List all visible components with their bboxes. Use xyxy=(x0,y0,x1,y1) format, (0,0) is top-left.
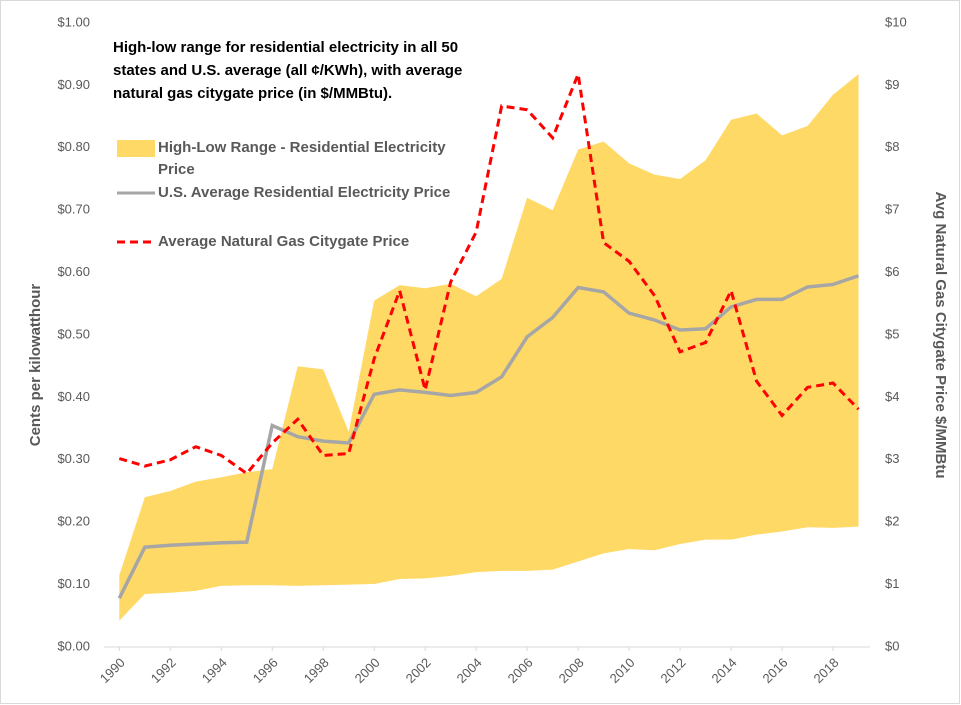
y2-tick-label: $3 xyxy=(885,451,899,466)
legend-label: High-Low Range - Residential Electricity… xyxy=(158,139,446,178)
x-tick-label: 2002 xyxy=(403,655,434,686)
y2-axis-title: Avg Natural Gas Citygate Price $/MMBtu xyxy=(932,191,949,478)
legend-swatch xyxy=(117,140,155,157)
y2-tick-label: $2 xyxy=(885,514,899,529)
x-tick-label: 2014 xyxy=(709,655,740,686)
legend-label: Average Natural Gas Citygate Price xyxy=(158,233,410,250)
y-tick-label: $0.70 xyxy=(57,202,90,217)
y-tick-label: $0.40 xyxy=(57,389,90,404)
x-tick-label: 2016 xyxy=(760,655,791,686)
line-series xyxy=(118,68,860,476)
legend-label: U.S. Average Residential Electricity Pri… xyxy=(158,184,451,201)
chart-title: High-low range for residential electrici… xyxy=(113,39,463,102)
y2-tick-label: $5 xyxy=(885,326,899,341)
y-tick-label: $1.00 xyxy=(57,14,90,29)
y-tick-label: $0.10 xyxy=(57,576,90,591)
y2-tick-label: $6 xyxy=(885,264,899,279)
y-tick-label: $0.60 xyxy=(57,264,90,279)
range-area xyxy=(119,74,859,621)
y-tick-label: $0.00 xyxy=(57,638,90,653)
x-tick-label: 1994 xyxy=(199,655,230,686)
y-tick-label: $0.30 xyxy=(57,451,90,466)
x-tick-label: 2000 xyxy=(352,655,383,686)
y2-tick-label: $4 xyxy=(885,389,899,404)
y2-tick-label: $7 xyxy=(885,202,899,217)
x-tick-label: 2008 xyxy=(556,655,587,686)
y-axis-title: Cents per kilowatthour xyxy=(27,284,44,447)
y2-tick-label: $10 xyxy=(885,14,907,29)
x-tick-label: 1996 xyxy=(250,655,281,686)
x-tick-label: 1990 xyxy=(97,655,128,686)
y2-tick-label: $0 xyxy=(885,638,899,653)
y2-tick-label: $1 xyxy=(885,576,899,591)
y2-tick-label: $8 xyxy=(885,139,899,154)
x-tick-label: 1992 xyxy=(148,655,179,686)
x-tick-label: 1998 xyxy=(301,655,332,686)
x-tick-label: 2012 xyxy=(658,655,689,686)
y-tick-label: $0.90 xyxy=(57,77,90,92)
y-tick-label: $0.50 xyxy=(57,326,90,341)
x-tick-label: 2004 xyxy=(454,655,485,686)
y2-tick-label: $9 xyxy=(885,77,899,92)
y-tick-label: $0.20 xyxy=(57,514,90,529)
y-tick-label: $0.80 xyxy=(57,139,90,154)
x-tick-label: 2006 xyxy=(505,655,536,686)
x-tick-label: 2010 xyxy=(607,655,638,686)
x-tick-label: 2018 xyxy=(811,655,842,686)
